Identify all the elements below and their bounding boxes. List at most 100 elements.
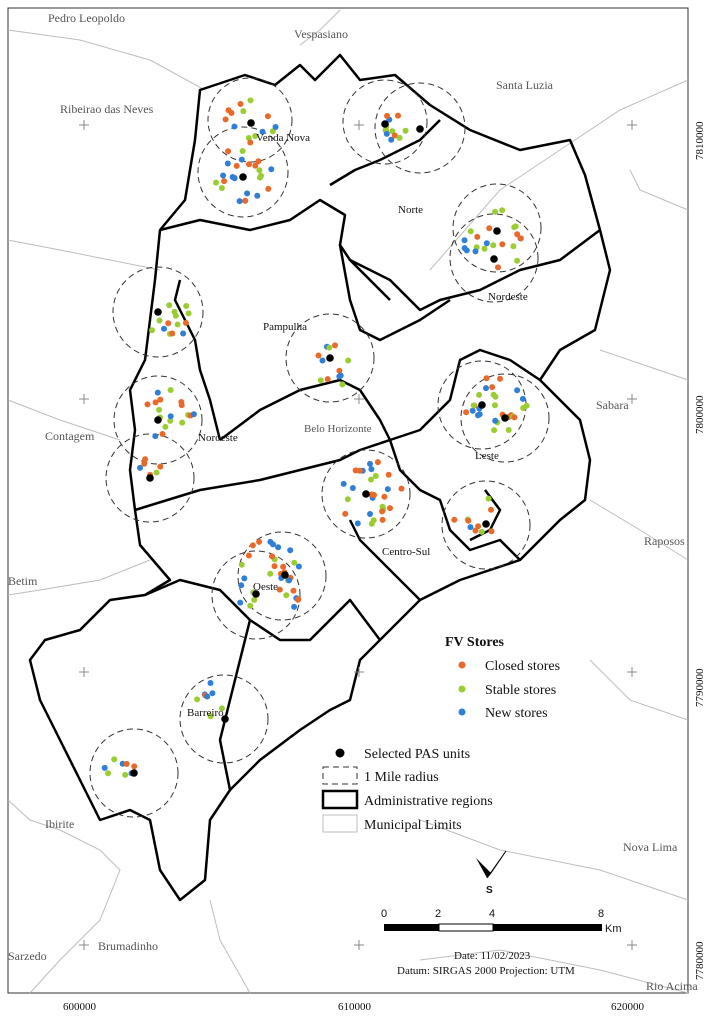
store-point	[510, 243, 517, 250]
store-point	[190, 411, 197, 418]
coordinate-labels: 7810000 7800000 7790000 7780000 600000 6…	[63, 121, 706, 1013]
store-point	[398, 485, 405, 492]
store-point	[372, 473, 379, 479]
store-point	[179, 419, 186, 426]
store-point	[512, 223, 519, 230]
store-point	[467, 228, 474, 235]
store-point	[368, 476, 374, 483]
store-point	[472, 527, 479, 534]
store-point	[511, 414, 518, 421]
store-point	[356, 467, 363, 474]
legend-new-label: New stores	[485, 706, 548, 721]
store-point	[499, 207, 506, 214]
scale-bar: 0 2 4 8 Km	[381, 908, 622, 935]
store-point	[247, 139, 254, 146]
scale-tick-label: 2	[435, 908, 441, 920]
label-raposos: Raposos	[644, 534, 685, 548]
scale-unit-label: Km	[605, 923, 622, 935]
store-point	[183, 303, 190, 309]
store-point	[167, 417, 174, 424]
store-point	[385, 471, 392, 478]
store-point	[270, 541, 276, 548]
store-point	[254, 192, 261, 199]
store-point	[317, 377, 324, 384]
store-point	[478, 528, 485, 535]
legend-new-swatch	[458, 708, 466, 716]
store-point	[492, 402, 498, 409]
store-point	[242, 197, 249, 204]
store-point	[396, 134, 403, 141]
label-barreiro: Barreiro	[187, 707, 224, 719]
pas-unit	[381, 120, 389, 128]
store-point	[247, 602, 254, 609]
grid-crosses	[79, 120, 637, 950]
store-point	[491, 427, 498, 434]
store-point	[319, 357, 326, 364]
store-point	[492, 393, 499, 400]
store-point	[245, 552, 252, 559]
store-point	[461, 237, 468, 244]
store-point	[379, 508, 386, 515]
label-rio-acima: Rio Acima	[646, 979, 698, 993]
store-point	[483, 240, 490, 247]
label-nova-lima: Nova Lima	[623, 840, 678, 854]
store-point	[180, 330, 187, 337]
north-arrow-label: S	[486, 885, 493, 896]
scale-tick-label: 0	[381, 908, 387, 920]
scale-segment	[493, 924, 602, 931]
store-point	[523, 402, 530, 409]
store-point	[474, 233, 481, 240]
store-point	[167, 413, 174, 420]
legend-closed-swatch	[458, 661, 466, 669]
pas-unit	[146, 474, 154, 482]
region-labels: Venda Nova Norte Nordeste Pampulha Noroe…	[187, 132, 528, 719]
store-point	[287, 547, 294, 554]
pas-unit	[239, 173, 247, 181]
store-point	[475, 412, 481, 419]
easting-label: 610000	[338, 1001, 372, 1013]
store-point	[238, 156, 245, 163]
store-point	[483, 385, 489, 392]
store-point	[101, 764, 108, 771]
pas-unit	[482, 520, 490, 528]
northing-label: 7780000	[694, 941, 706, 980]
store-point	[481, 245, 488, 252]
store-point	[368, 466, 375, 473]
store-point	[367, 460, 373, 467]
store-point	[236, 198, 243, 205]
northing-label: 7810000	[694, 121, 706, 160]
store-point	[514, 231, 521, 238]
store-point	[154, 389, 161, 396]
store-point	[238, 561, 245, 568]
store-point	[332, 342, 338, 349]
store-point	[185, 310, 192, 317]
label-sabara: Sabara	[596, 398, 629, 412]
store-point	[467, 524, 474, 531]
store-point	[239, 148, 246, 154]
store-point	[387, 505, 393, 512]
store-point	[252, 133, 259, 139]
store-point	[472, 248, 479, 255]
store-point	[367, 511, 373, 517]
easting-label: 600000	[63, 1001, 97, 1013]
store-point	[280, 563, 287, 570]
store-point	[166, 302, 173, 309]
store-point	[395, 112, 401, 119]
store-point	[225, 148, 232, 155]
pas-unit	[252, 590, 260, 598]
store-point	[291, 559, 298, 566]
store-point	[497, 375, 503, 382]
store-point	[156, 317, 163, 324]
store-point	[233, 162, 240, 169]
store-point	[228, 110, 235, 116]
legend-municipal-label: Municipal Limits	[364, 818, 462, 833]
legend-admin-swatch	[321, 789, 359, 810]
northing-label: 7790000	[694, 668, 706, 707]
store-point	[240, 108, 247, 115]
store-point	[153, 469, 160, 476]
store-point	[291, 603, 298, 610]
store-point	[152, 433, 159, 440]
label-noroeste: Noroeste	[198, 432, 238, 444]
store-point	[485, 495, 492, 502]
